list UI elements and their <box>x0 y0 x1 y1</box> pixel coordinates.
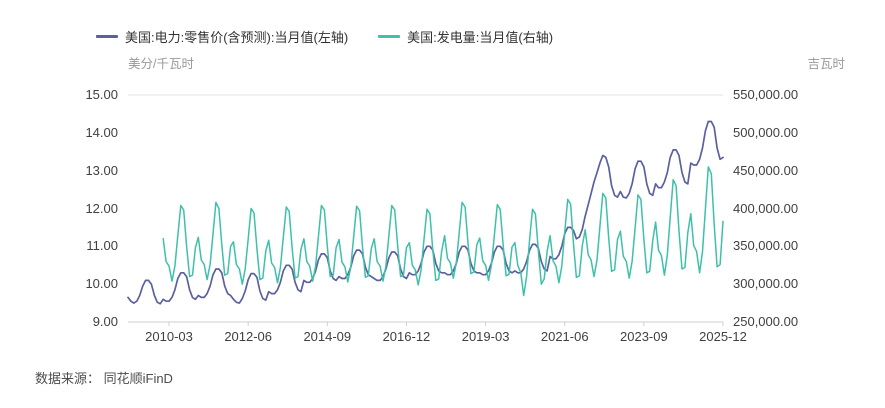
right-axis-tick-label: 350,000.00 <box>733 238 799 254</box>
series-line-0 <box>127 120 724 305</box>
legend: 美国:电力:零售价(含预测):当月值(左轴) 美国:发电量:当月值(右轴) <box>96 27 553 46</box>
left-axis-tick-label: 14.00 <box>85 124 118 140</box>
right-axis-tick-label: 450,000.00 <box>733 162 799 178</box>
left-axis-tick-label: 11.00 <box>86 238 118 254</box>
x-axis-tick-label: 2023-09 <box>620 329 668 344</box>
left-axis-tick-label: 10.00 <box>85 276 118 292</box>
x-axis-tick-label: 2012-06 <box>224 329 273 344</box>
right-axis-tick-label: 250,000.00 <box>733 314 799 329</box>
right-axis-unit-label: 吉瓦时 <box>807 57 845 71</box>
left-axis-unit-label: 美分/千瓦时 <box>128 57 194 71</box>
x-axis-tick-label: 2010-03 <box>145 329 193 344</box>
right-axis-tick-label: 300,000.00 <box>733 276 799 292</box>
x-axis-tick-label: 2014-09 <box>303 329 352 344</box>
right-axis-tick-label: 400,000.00 <box>733 200 799 216</box>
series-line-1 <box>162 166 724 297</box>
legend-label: 美国:电力:零售价(含预测):当月值(左轴) <box>125 30 349 45</box>
right-axis-tick-label: 550,000.00 <box>733 87 799 102</box>
left-axis-tick-label: 9.00 <box>92 314 118 329</box>
x-axis-tick-label: 2016-12 <box>382 329 431 344</box>
legend-label: 美国:发电量:当月值(右轴) <box>407 30 554 45</box>
data-source-note: 数据来源： 同花顺iFinD <box>35 371 173 386</box>
left-axis-tick-label: 15.00 <box>85 87 118 102</box>
x-axis-tick-label: 2019-03 <box>461 329 510 344</box>
legend-item-1: 美国:发电量:当月值(右轴) <box>378 27 553 46</box>
left-axis-tick-label: 13.00 <box>85 162 118 178</box>
legend-item-0: 美国:电力:零售价(含预测):当月值(左轴) <box>96 27 348 46</box>
x-axis-tick-label: 2025-12 <box>699 329 747 344</box>
x-axis-tick-label: 2021-06 <box>540 329 589 344</box>
right-axis-tick-label: 500,000.00 <box>733 124 799 140</box>
legend-line-swatch <box>96 35 118 38</box>
legend-line-swatch <box>378 35 401 38</box>
left-axis-tick-label: 12.00 <box>85 200 118 216</box>
